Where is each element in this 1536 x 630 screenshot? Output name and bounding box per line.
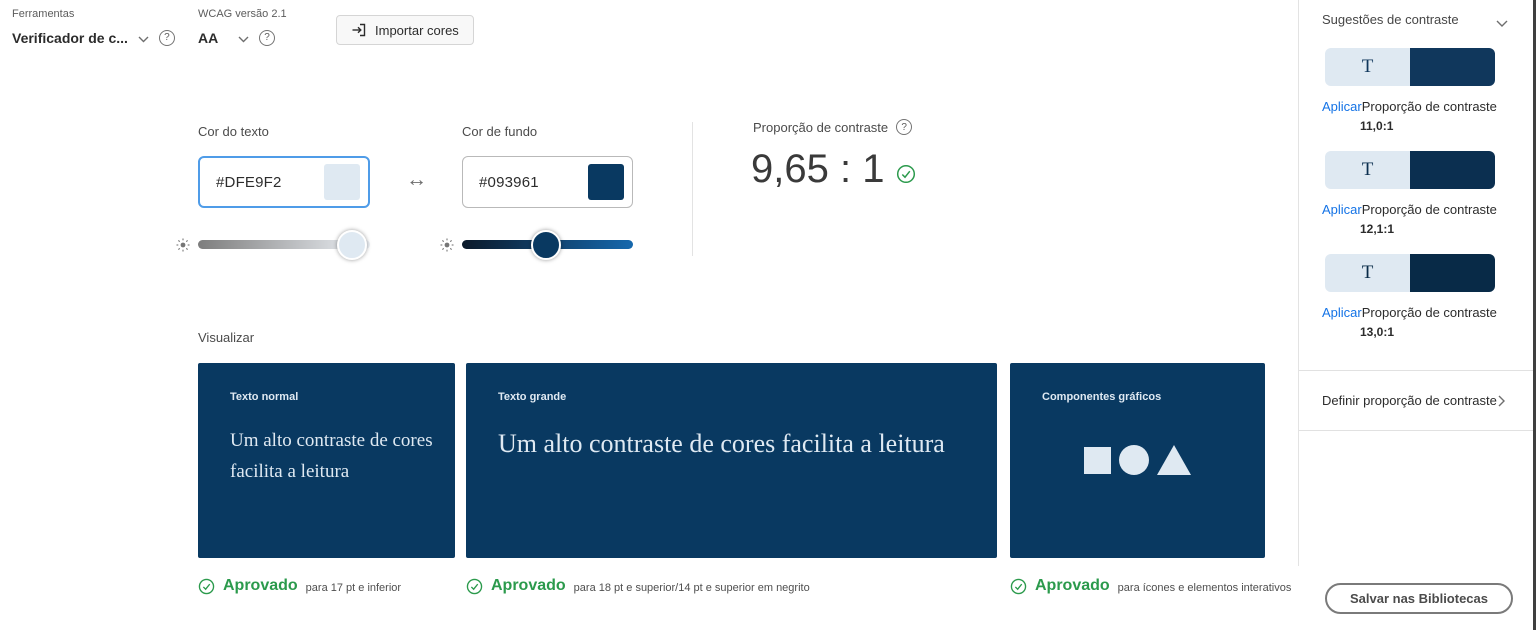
card-title: Componentes gráficos (1042, 391, 1162, 403)
triangle-shape (1157, 445, 1191, 475)
import-colors-button[interactable]: Importar cores (336, 15, 474, 45)
chevron-down-icon (138, 27, 149, 48)
suggestion-bg-half (1410, 254, 1495, 292)
suggestion-swatch-3[interactable]: T (1325, 254, 1495, 292)
approval-large-text: Aprovado para 18 pt e superior/14 pt e s… (466, 577, 810, 595)
collapse-chevron-icon[interactable] (1496, 15, 1508, 33)
tools-label: Ferramentas (12, 8, 75, 20)
approval-normal-text: Aprovado para 17 pt e inferior (198, 577, 401, 595)
wcag-level-selector[interactable]: AA ? (198, 27, 275, 48)
chevron-down-icon (238, 27, 249, 48)
preview-card-graphics: Componentes gráficos (1010, 363, 1265, 558)
bg-color-swatch[interactable] (588, 164, 624, 200)
tool-selected-value: Verificador de c... (12, 29, 128, 46)
save-to-libraries-button[interactable]: Salvar nas Bibliotecas (1325, 583, 1513, 614)
check-icon (198, 578, 215, 594)
suggestion-ratio-label: Proporção de contraste (1361, 202, 1497, 217)
card-title: Texto normal (230, 391, 299, 403)
letter-T: T (1361, 56, 1374, 77)
wcag-version-label: WCAG versão 2.1 (198, 8, 287, 20)
check-icon (1010, 578, 1027, 594)
letter-T: T (1361, 262, 1374, 283)
sample-text-normal: Um alto contraste de cores facilita a le… (230, 430, 433, 482)
scrollbar[interactable] (1533, 0, 1536, 630)
sidebar-section-divider (1299, 370, 1533, 371)
text-color-label: Cor do texto (198, 124, 269, 139)
apply-link[interactable]: Aplicar (1322, 99, 1362, 114)
sample-text-large: Um alto contraste de cores facilita a le… (498, 429, 945, 458)
wcag-help-icon[interactable]: ? (259, 29, 275, 46)
preview-card-large-text: Texto grande Um alto contraste de cores … (466, 363, 997, 558)
contrast-ratio-value: 9,65 : 1 (751, 147, 885, 191)
approved-label: Aprovado (491, 577, 566, 594)
apply-link[interactable]: Aplicar (1322, 202, 1362, 217)
import-icon (351, 22, 367, 38)
bg-color-input[interactable]: #093961 (462, 156, 633, 208)
suggestion-caption-2: Aplicar Proporção de contraste 12,1:1 (1322, 200, 1502, 239)
square-shape (1084, 446, 1111, 474)
swap-colors-icon[interactable]: ↔ (406, 168, 427, 191)
sample-shapes (1010, 445, 1265, 475)
suggestion-text-half: T (1325, 48, 1410, 86)
brightness-icon (440, 238, 454, 257)
approval-graphics: Aprovado para ícones e elementos interat… (1010, 577, 1291, 595)
import-button-label: Importar cores (375, 22, 459, 38)
bg-color-hex: #093961 (479, 173, 539, 191)
preview-section-label: Visualizar (198, 330, 255, 345)
suggestion-bg-half (1410, 48, 1495, 86)
suggestion-ratio-value: 11,0:1 (1360, 119, 1394, 133)
letter-T: T (1361, 159, 1374, 180)
text-color-swatch[interactable] (324, 164, 360, 200)
sidebar-section-divider (1299, 430, 1533, 431)
suggestion-caption-1: Aplicar Proporção de contraste 11,0:1 (1322, 97, 1502, 136)
approved-label: Aprovado (223, 577, 298, 594)
wcag-selected-value: AA (198, 29, 219, 46)
text-color-input[interactable]: #DFE9F2 (198, 156, 370, 208)
suggestions-title: Sugestões de contraste (1322, 12, 1459, 27)
pass-check-icon (896, 150, 916, 189)
approved-note: para 17 pt e inferior (305, 581, 402, 594)
circle-shape (1119, 445, 1149, 475)
section-divider (692, 122, 693, 256)
suggestion-bg-half (1410, 151, 1495, 189)
tool-selector[interactable]: Verificador de c... ? (12, 27, 175, 48)
chevron-right-icon[interactable] (1498, 394, 1506, 412)
tool-help-icon[interactable]: ? (158, 29, 175, 46)
brightness-icon (176, 238, 190, 257)
approved-note: para 18 pt e superior/14 pt e superior e… (573, 581, 810, 594)
contrast-ratio-label: Proporção de contraste (753, 119, 889, 135)
bg-color-label: Cor de fundo (462, 124, 538, 139)
suggestion-ratio-value: 13,0:1 (1360, 325, 1395, 339)
approved-label: Aprovado (1035, 577, 1110, 594)
approved-note: para ícones e elementos interativos (1117, 581, 1292, 594)
apply-link[interactable]: Aplicar (1322, 305, 1362, 320)
bg-brightness-handle[interactable] (531, 230, 561, 260)
suggestion-text-half: T (1325, 151, 1410, 189)
suggestion-swatch-2[interactable]: T (1325, 151, 1495, 189)
define-contrast-ratio-link[interactable]: Definir proporção de contraste (1322, 393, 1497, 408)
suggestion-text-half: T (1325, 254, 1410, 292)
suggestion-ratio-label: Proporção de contraste (1361, 99, 1497, 114)
sidebar-divider (1298, 0, 1299, 566)
card-title: Texto grande (498, 391, 567, 403)
contrast-help-icon[interactable]: ? (896, 119, 913, 135)
text-color-hex: #DFE9F2 (216, 173, 282, 191)
text-brightness-slider[interactable] (198, 240, 370, 249)
suggestion-ratio-value: 12,1:1 (1360, 222, 1395, 236)
check-icon (466, 578, 483, 594)
suggestion-swatch-1[interactable]: T (1325, 48, 1495, 86)
suggestion-ratio-label: Proporção de contraste (1361, 305, 1497, 320)
text-brightness-handle[interactable] (337, 230, 367, 260)
preview-card-normal-text: Texto normal Um alto contraste de cores … (198, 363, 455, 558)
suggestion-caption-3: Aplicar Proporção de contraste 13,0:1 (1322, 303, 1502, 342)
